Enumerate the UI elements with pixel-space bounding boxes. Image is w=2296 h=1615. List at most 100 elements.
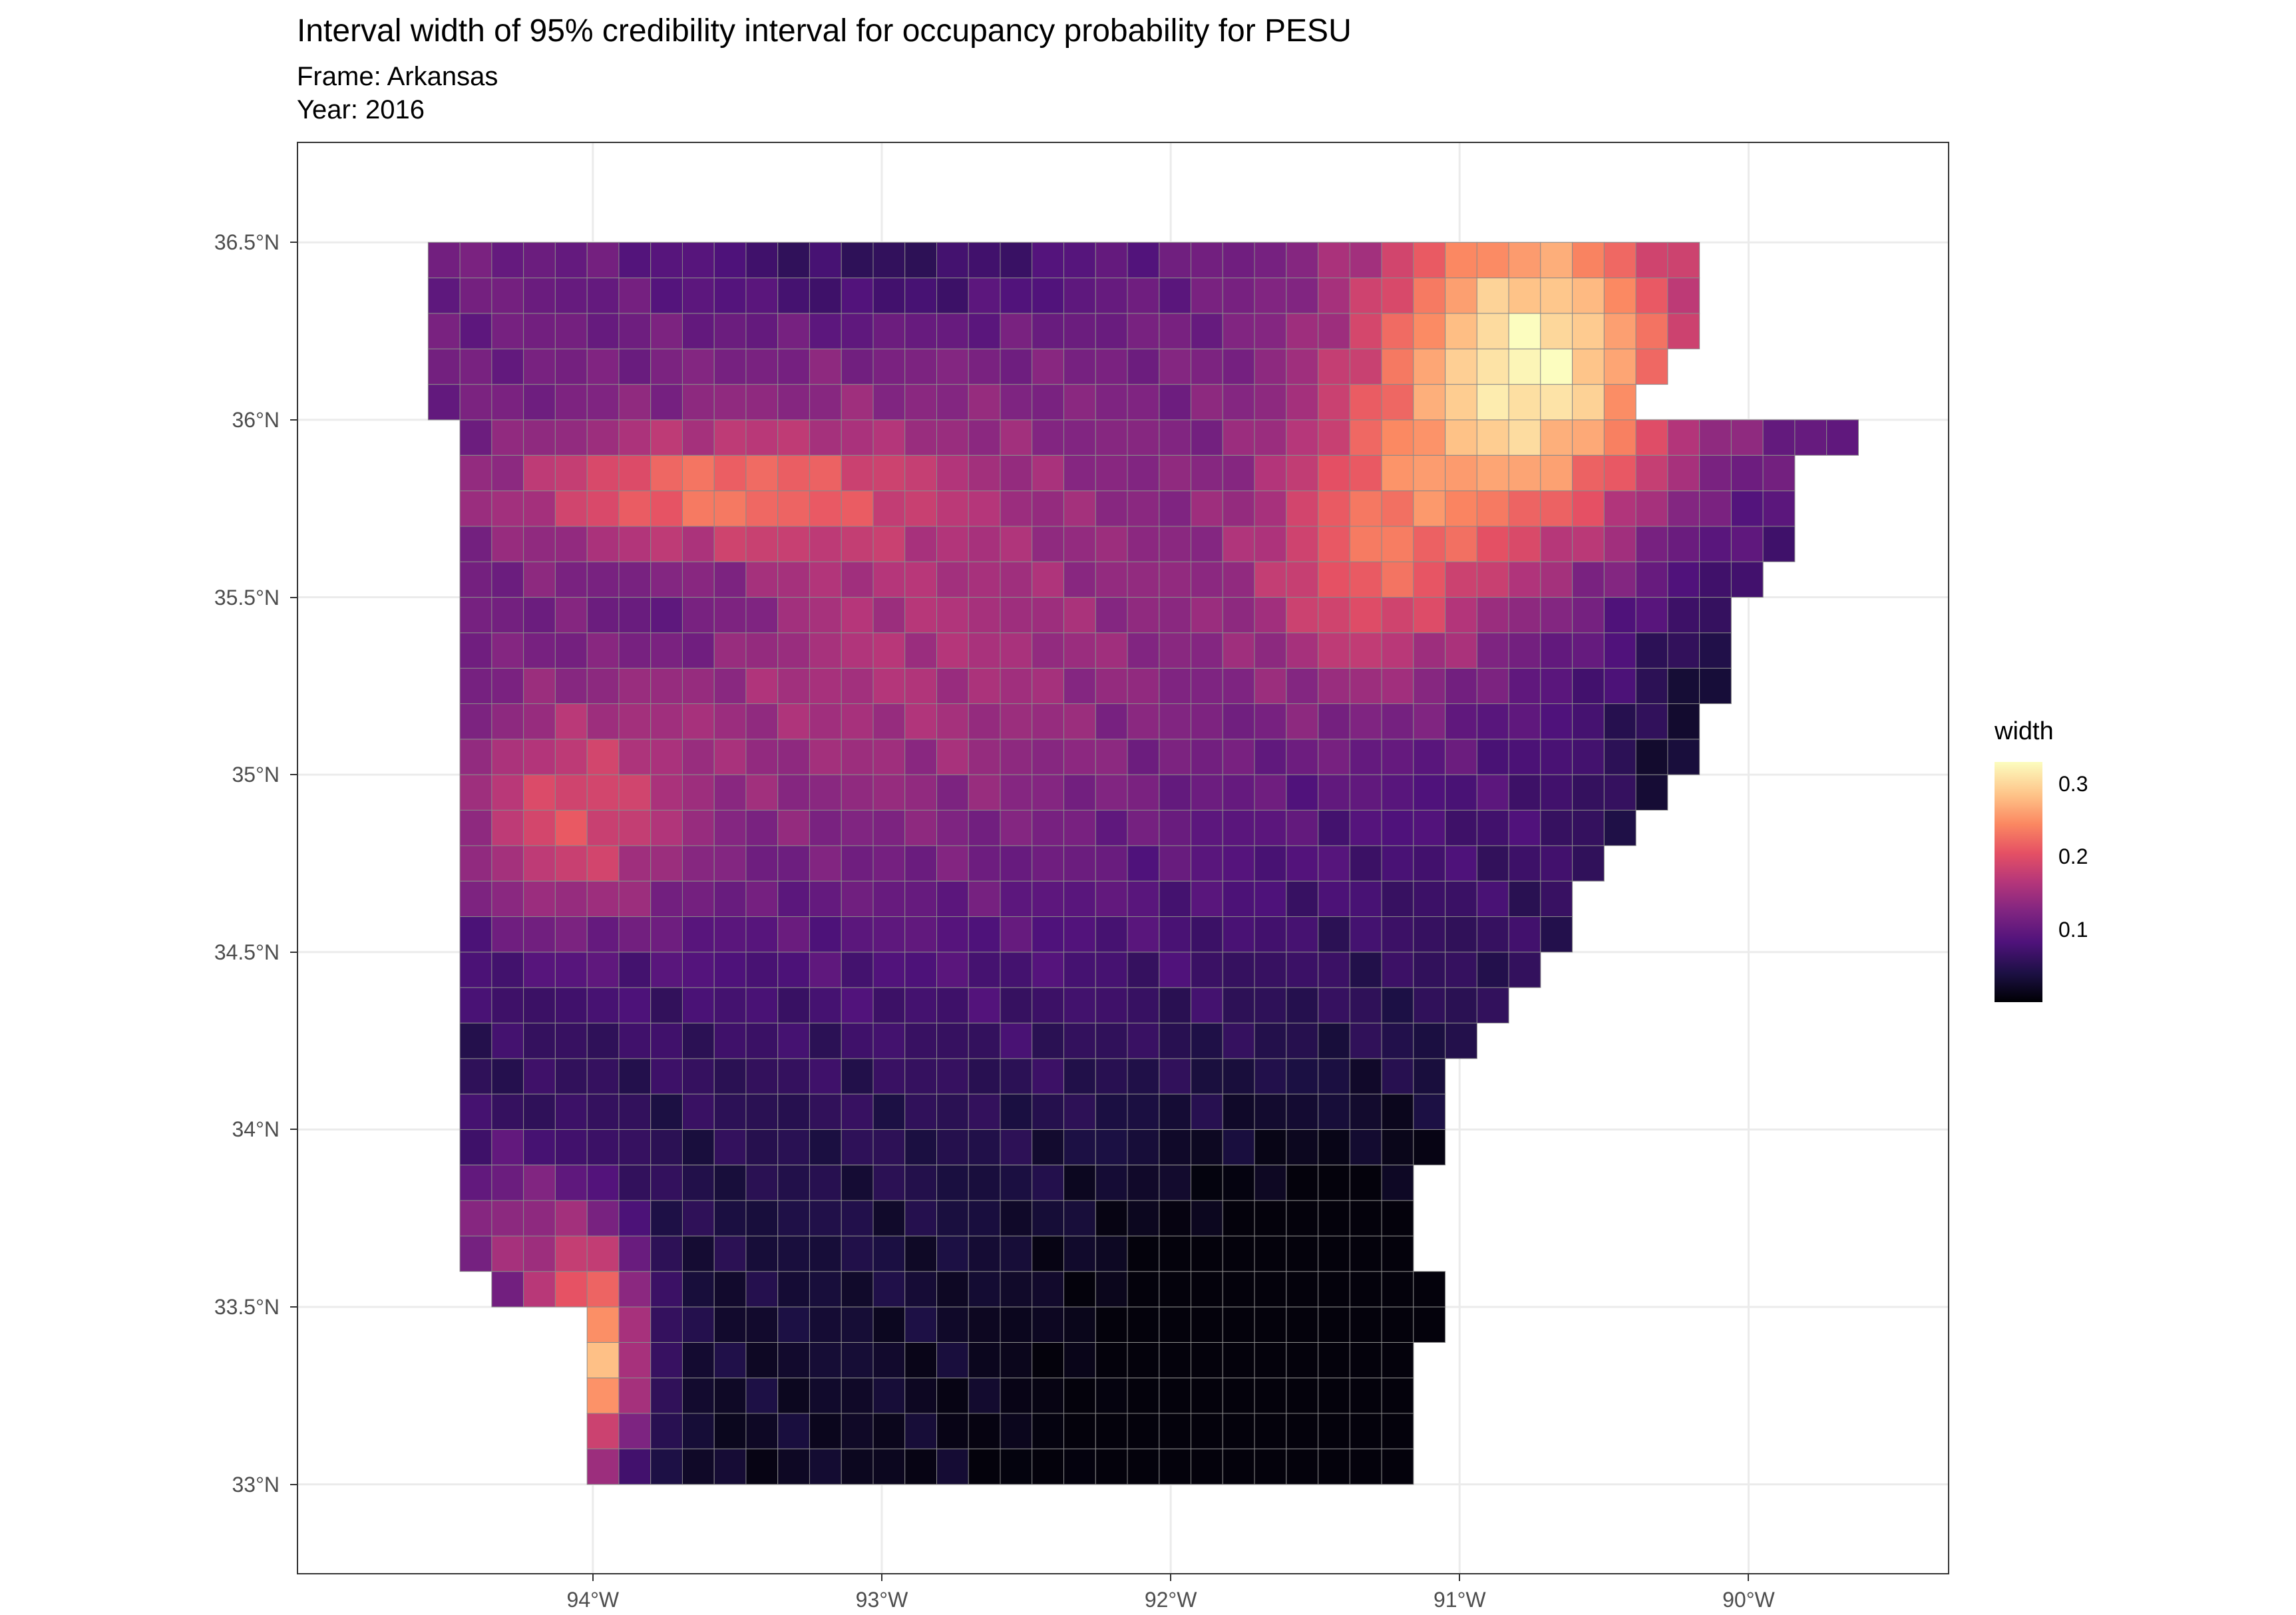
grid-cell bbox=[523, 987, 556, 1023]
grid-cell bbox=[968, 952, 1001, 988]
grid-cell bbox=[1603, 313, 1636, 349]
grid-cell bbox=[618, 880, 652, 917]
grid-cell bbox=[1667, 597, 1700, 633]
grid-cell bbox=[841, 632, 874, 669]
grid-cell bbox=[1381, 597, 1414, 633]
grid-cell bbox=[1635, 348, 1668, 385]
grid-cell bbox=[1381, 845, 1414, 882]
grid-cell bbox=[1476, 774, 1509, 811]
grid-cell bbox=[745, 419, 779, 456]
grid-cell bbox=[777, 774, 811, 811]
grid-cell bbox=[1572, 810, 1605, 846]
grid-cell bbox=[904, 1377, 938, 1414]
grid-cell bbox=[1476, 667, 1509, 705]
grid-cell bbox=[1222, 774, 1255, 811]
grid-cell bbox=[618, 845, 652, 882]
grid-cell bbox=[650, 667, 683, 705]
grid-cell bbox=[1191, 597, 1223, 633]
grid-cell bbox=[1000, 1093, 1033, 1130]
grid-cell bbox=[1508, 454, 1541, 492]
grid-cell bbox=[1191, 703, 1223, 740]
grid-cell bbox=[523, 1235, 556, 1272]
grid-cell bbox=[1349, 526, 1382, 562]
grid-cell bbox=[777, 1377, 811, 1414]
grid-cell bbox=[491, 952, 524, 988]
grid-cell bbox=[1413, 1093, 1446, 1130]
grid-cell bbox=[523, 880, 556, 917]
grid-cell bbox=[1413, 916, 1446, 953]
grid-cell bbox=[1318, 597, 1350, 633]
grid-cell bbox=[650, 1058, 683, 1095]
grid-cell bbox=[1095, 277, 1128, 314]
grid-cell bbox=[1413, 384, 1446, 421]
grid-cell bbox=[936, 454, 969, 492]
grid-cell bbox=[1381, 348, 1414, 385]
grid-cell bbox=[809, 1448, 842, 1485]
grid-cell bbox=[1349, 1023, 1382, 1059]
grid-cell bbox=[745, 277, 779, 314]
grid-cell bbox=[523, 810, 556, 846]
grid-cell bbox=[1540, 242, 1573, 279]
grid-cell bbox=[586, 952, 620, 988]
grid-cell bbox=[1603, 454, 1636, 492]
grid-cell bbox=[1032, 1200, 1064, 1236]
grid-cell bbox=[681, 1235, 715, 1272]
grid-cell bbox=[650, 1377, 683, 1414]
grid-cell bbox=[1635, 561, 1668, 598]
grid-cell bbox=[618, 1342, 652, 1379]
grid-cell bbox=[1127, 1306, 1160, 1343]
grid-cell bbox=[1540, 526, 1573, 562]
grid-cell bbox=[777, 384, 811, 421]
grid-cell bbox=[1254, 774, 1287, 811]
grid-cell bbox=[1159, 1377, 1192, 1414]
grid-cell bbox=[745, 1200, 779, 1236]
grid-cell bbox=[1318, 987, 1350, 1023]
grid-cell bbox=[681, 1413, 715, 1449]
grid-cell bbox=[650, 242, 683, 279]
grid-cell bbox=[491, 774, 524, 811]
grid-cell bbox=[1000, 242, 1033, 279]
grid-cell bbox=[1508, 597, 1541, 633]
grid-cell bbox=[491, 561, 524, 598]
grid-cell bbox=[713, 490, 747, 527]
grid-cell bbox=[1286, 277, 1319, 314]
grid-cell bbox=[1095, 952, 1128, 988]
grid-cell bbox=[1508, 810, 1541, 846]
grid-cell bbox=[554, 1200, 588, 1236]
grid-cell bbox=[904, 1413, 938, 1449]
grid-cell bbox=[523, 739, 556, 775]
legend-colorbar bbox=[1995, 762, 2042, 1002]
grid-cell bbox=[809, 987, 842, 1023]
grid-cell bbox=[491, 1271, 524, 1308]
grid-cell bbox=[713, 667, 747, 705]
grid-cell bbox=[1445, 703, 1477, 740]
grid-cell bbox=[650, 384, 683, 421]
grid-cell bbox=[1286, 952, 1319, 988]
grid-cell bbox=[681, 454, 715, 492]
grid-cell bbox=[904, 1129, 938, 1166]
grid-cell bbox=[1286, 810, 1319, 846]
grid-cell bbox=[968, 1235, 1001, 1272]
grid-cell bbox=[491, 1093, 524, 1130]
grid-cell bbox=[872, 774, 906, 811]
grid-cell bbox=[427, 277, 461, 314]
grid-cell bbox=[936, 1129, 969, 1166]
grid-cell bbox=[1063, 1377, 1096, 1414]
y-tick-label-0: 33°N bbox=[232, 1472, 280, 1497]
grid-cell bbox=[1413, 313, 1446, 349]
grid-cell bbox=[1762, 454, 1796, 492]
grid-cell bbox=[1032, 703, 1064, 740]
grid-cell bbox=[1508, 703, 1541, 740]
grid-cell bbox=[681, 880, 715, 917]
grid-cell bbox=[872, 810, 906, 846]
grid-cell bbox=[1254, 313, 1287, 349]
grid-cell bbox=[1635, 632, 1668, 669]
grid-cell bbox=[1349, 987, 1382, 1023]
grid-cell bbox=[745, 1413, 779, 1449]
grid-cell bbox=[841, 348, 874, 385]
grid-cell bbox=[681, 1342, 715, 1379]
grid-cell bbox=[1381, 1271, 1414, 1308]
grid-cell bbox=[713, 313, 747, 349]
grid-cell bbox=[713, 739, 747, 775]
grid-cell bbox=[872, 1093, 906, 1130]
